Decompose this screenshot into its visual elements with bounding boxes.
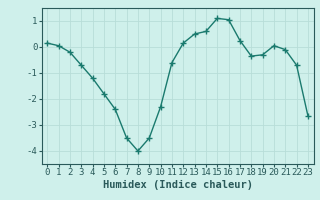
X-axis label: Humidex (Indice chaleur): Humidex (Indice chaleur) [103,180,252,190]
